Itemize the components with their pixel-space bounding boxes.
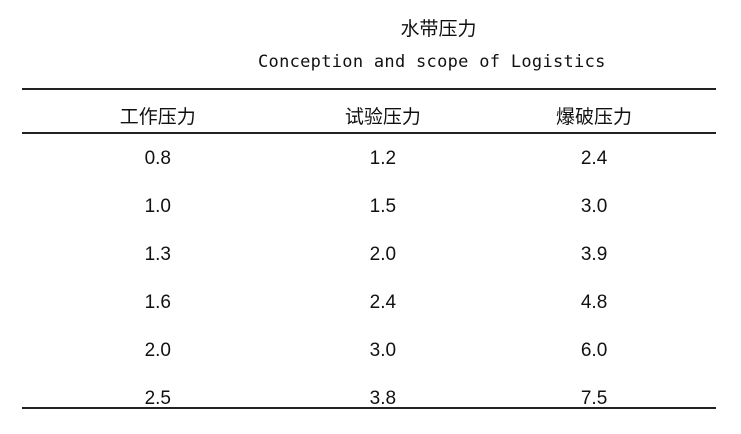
- header-row: 工作压力 试验压力 爆破压力: [22, 95, 716, 135]
- table-row: 1.3 2.0 3.9: [22, 231, 716, 279]
- header-test-pressure: 试验压力: [344, 105, 421, 128]
- header-working-pressure: 工作压力: [119, 105, 196, 128]
- table-subtitle: Conception and scope of Logistics: [258, 52, 606, 72]
- table-cell: 7.5: [580, 388, 608, 409]
- table-cell: 2.5: [144, 388, 171, 409]
- table-title: 水带压力: [400, 18, 477, 40]
- table-cell: 1.2: [369, 148, 397, 169]
- table-cell: 3.0: [580, 196, 608, 217]
- pressure-table: 工作压力 试验压力 爆破压力 0.8 1.2 2.4 1.0 1.5 3.0 1.3 2.0 3…: [22, 95, 716, 423]
- top-rule: [22, 88, 716, 90]
- table-cell: 6.0: [580, 340, 608, 361]
- table-cell: 2.0: [369, 244, 397, 265]
- table-cell: 3.9: [580, 244, 608, 265]
- table-row: 1.0 1.5 3.0: [22, 183, 716, 231]
- table-cell: 2.0: [144, 340, 171, 361]
- table-cell: 4.8: [580, 292, 608, 313]
- bottom-rule: [22, 407, 716, 409]
- table-row: 2.5 3.8 7.5: [22, 375, 716, 423]
- table-cell: 1.5: [369, 196, 397, 217]
- table-cell: 3.8: [369, 388, 397, 409]
- table-cell: 1.6: [144, 292, 171, 313]
- header-rule: [22, 132, 716, 134]
- table-cell: 2.4: [369, 292, 397, 313]
- table-row: 2.0 3.0 6.0: [22, 327, 716, 375]
- table-cell: 0.8: [144, 148, 171, 169]
- table-cell: 1.3: [144, 244, 171, 265]
- table-row: 1.6 2.4 4.8: [22, 279, 716, 327]
- table-cell: 3.0: [369, 340, 397, 361]
- table-cell: 1.0: [144, 196, 171, 217]
- header-burst-pressure: 爆破压力: [556, 105, 633, 128]
- table-cell: 2.4: [580, 148, 608, 169]
- table-row: 0.8 1.2 2.4: [22, 135, 716, 183]
